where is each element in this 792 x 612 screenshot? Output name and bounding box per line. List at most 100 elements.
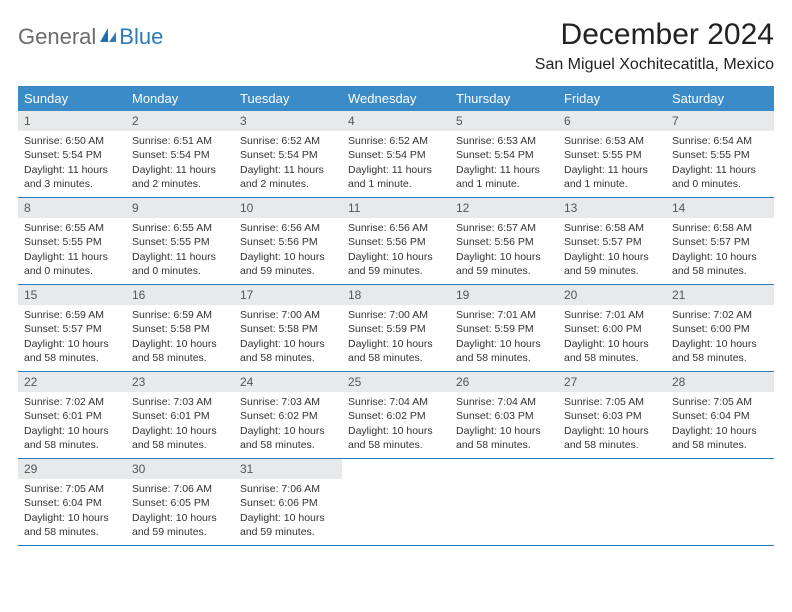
month-title: December 2024: [535, 18, 774, 52]
daylight-line: Daylight: 11 hours and 0 minutes.: [132, 250, 228, 278]
sunset-line: Sunset: 5:57 PM: [24, 322, 120, 336]
daylight-line: Daylight: 10 hours and 58 minutes.: [672, 424, 768, 452]
weekday-header: Monday: [126, 86, 234, 111]
sunrise-line: Sunrise: 7:00 AM: [240, 308, 336, 322]
day-number: 12: [450, 198, 558, 218]
day-cell: 15Sunrise: 6:59 AMSunset: 5:57 PMDayligh…: [18, 285, 126, 371]
day-cell: 26Sunrise: 7:04 AMSunset: 6:03 PMDayligh…: [450, 372, 558, 458]
daylight-line: Daylight: 10 hours and 58 minutes.: [348, 424, 444, 452]
day-body: Sunrise: 6:56 AMSunset: 5:56 PMDaylight:…: [234, 218, 342, 284]
logo-text-general: General: [18, 24, 96, 50]
day-body: Sunrise: 6:59 AMSunset: 5:57 PMDaylight:…: [18, 305, 126, 371]
daylight-line: Daylight: 10 hours and 58 minutes.: [132, 424, 228, 452]
daylight-line: Daylight: 10 hours and 58 minutes.: [24, 511, 120, 539]
daylight-line: Daylight: 10 hours and 59 minutes.: [564, 250, 660, 278]
day-body: Sunrise: 7:02 AMSunset: 6:01 PMDaylight:…: [18, 392, 126, 458]
day-cell: [558, 459, 666, 545]
sunset-line: Sunset: 5:58 PM: [132, 322, 228, 336]
day-number: 22: [18, 372, 126, 392]
logo: General Blue: [18, 18, 163, 50]
daylight-line: Daylight: 11 hours and 3 minutes.: [24, 163, 120, 191]
day-body: Sunrise: 7:01 AMSunset: 6:00 PMDaylight:…: [558, 305, 666, 371]
day-body: Sunrise: 6:53 AMSunset: 5:54 PMDaylight:…: [450, 131, 558, 197]
day-cell: 24Sunrise: 7:03 AMSunset: 6:02 PMDayligh…: [234, 372, 342, 458]
weeks-container: 1Sunrise: 6:50 AMSunset: 5:54 PMDaylight…: [18, 111, 774, 546]
weekday-header-row: Sunday Monday Tuesday Wednesday Thursday…: [18, 86, 774, 111]
day-cell: 10Sunrise: 6:56 AMSunset: 5:56 PMDayligh…: [234, 198, 342, 284]
day-cell: 3Sunrise: 6:52 AMSunset: 5:54 PMDaylight…: [234, 111, 342, 197]
day-number: 1: [18, 111, 126, 131]
week-row: 1Sunrise: 6:50 AMSunset: 5:54 PMDaylight…: [18, 111, 774, 198]
daylight-line: Daylight: 10 hours and 59 minutes.: [240, 511, 336, 539]
day-number: 24: [234, 372, 342, 392]
day-body: Sunrise: 7:02 AMSunset: 6:00 PMDaylight:…: [666, 305, 774, 371]
logo-text-blue: Blue: [119, 24, 163, 50]
sunrise-line: Sunrise: 7:00 AM: [348, 308, 444, 322]
day-number: 13: [558, 198, 666, 218]
day-body: Sunrise: 7:00 AMSunset: 5:58 PMDaylight:…: [234, 305, 342, 371]
weekday-header: Thursday: [450, 86, 558, 111]
sunrise-line: Sunrise: 6:52 AM: [348, 134, 444, 148]
day-body: Sunrise: 7:05 AMSunset: 6:04 PMDaylight:…: [18, 479, 126, 545]
day-number: 11: [342, 198, 450, 218]
sunset-line: Sunset: 6:00 PM: [564, 322, 660, 336]
sunset-line: Sunset: 6:06 PM: [240, 496, 336, 510]
day-body: Sunrise: 7:03 AMSunset: 6:02 PMDaylight:…: [234, 392, 342, 458]
day-body: Sunrise: 6:54 AMSunset: 5:55 PMDaylight:…: [666, 131, 774, 197]
day-number: 9: [126, 198, 234, 218]
daylight-line: Daylight: 10 hours and 59 minutes.: [348, 250, 444, 278]
daylight-line: Daylight: 10 hours and 58 minutes.: [456, 424, 552, 452]
day-cell: 29Sunrise: 7:05 AMSunset: 6:04 PMDayligh…: [18, 459, 126, 545]
day-cell: [342, 459, 450, 545]
sunset-line: Sunset: 6:03 PM: [456, 409, 552, 423]
day-body: Sunrise: 6:55 AMSunset: 5:55 PMDaylight:…: [18, 218, 126, 284]
day-cell: 20Sunrise: 7:01 AMSunset: 6:00 PMDayligh…: [558, 285, 666, 371]
day-body: Sunrise: 6:57 AMSunset: 5:56 PMDaylight:…: [450, 218, 558, 284]
day-cell: 7Sunrise: 6:54 AMSunset: 5:55 PMDaylight…: [666, 111, 774, 197]
daylight-line: Daylight: 11 hours and 1 minute.: [348, 163, 444, 191]
sunrise-line: Sunrise: 7:05 AM: [564, 395, 660, 409]
day-number: 10: [234, 198, 342, 218]
daylight-line: Daylight: 11 hours and 0 minutes.: [672, 163, 768, 191]
day-number: 7: [666, 111, 774, 131]
day-cell: 2Sunrise: 6:51 AMSunset: 5:54 PMDaylight…: [126, 111, 234, 197]
daylight-line: Daylight: 11 hours and 1 minute.: [456, 163, 552, 191]
day-number: 31: [234, 459, 342, 479]
sunrise-line: Sunrise: 6:53 AM: [564, 134, 660, 148]
day-number: 16: [126, 285, 234, 305]
sunrise-line: Sunrise: 7:02 AM: [24, 395, 120, 409]
sunset-line: Sunset: 5:54 PM: [240, 148, 336, 162]
daylight-line: Daylight: 10 hours and 58 minutes.: [240, 424, 336, 452]
sunrise-line: Sunrise: 6:55 AM: [24, 221, 120, 235]
sunset-line: Sunset: 6:03 PM: [564, 409, 660, 423]
day-cell: 1Sunrise: 6:50 AMSunset: 5:54 PMDaylight…: [18, 111, 126, 197]
day-cell: 23Sunrise: 7:03 AMSunset: 6:01 PMDayligh…: [126, 372, 234, 458]
sunset-line: Sunset: 5:54 PM: [24, 148, 120, 162]
sunset-line: Sunset: 5:57 PM: [672, 235, 768, 249]
day-number: 8: [18, 198, 126, 218]
day-number: 26: [450, 372, 558, 392]
day-number: 6: [558, 111, 666, 131]
sunrise-line: Sunrise: 7:06 AM: [132, 482, 228, 496]
location-text: San Miguel Xochitecatitla, Mexico: [535, 56, 774, 74]
sunset-line: Sunset: 6:04 PM: [672, 409, 768, 423]
day-cell: 31Sunrise: 7:06 AMSunset: 6:06 PMDayligh…: [234, 459, 342, 545]
day-body: Sunrise: 6:55 AMSunset: 5:55 PMDaylight:…: [126, 218, 234, 284]
sunrise-line: Sunrise: 6:58 AM: [672, 221, 768, 235]
sunrise-line: Sunrise: 6:59 AM: [132, 308, 228, 322]
day-body: Sunrise: 7:03 AMSunset: 6:01 PMDaylight:…: [126, 392, 234, 458]
day-number: 21: [666, 285, 774, 305]
day-body: Sunrise: 6:58 AMSunset: 5:57 PMDaylight:…: [666, 218, 774, 284]
day-body: Sunrise: 7:05 AMSunset: 6:04 PMDaylight:…: [666, 392, 774, 458]
day-body: Sunrise: 6:53 AMSunset: 5:55 PMDaylight:…: [558, 131, 666, 197]
sunset-line: Sunset: 5:56 PM: [456, 235, 552, 249]
sunset-line: Sunset: 5:55 PM: [672, 148, 768, 162]
daylight-line: Daylight: 11 hours and 0 minutes.: [24, 250, 120, 278]
week-row: 29Sunrise: 7:05 AMSunset: 6:04 PMDayligh…: [18, 459, 774, 546]
day-cell: 5Sunrise: 6:53 AMSunset: 5:54 PMDaylight…: [450, 111, 558, 197]
weekday-header: Saturday: [666, 86, 774, 111]
sunset-line: Sunset: 6:00 PM: [672, 322, 768, 336]
daylight-line: Daylight: 10 hours and 58 minutes.: [348, 337, 444, 365]
day-body: Sunrise: 7:05 AMSunset: 6:03 PMDaylight:…: [558, 392, 666, 458]
daylight-line: Daylight: 11 hours and 1 minute.: [564, 163, 660, 191]
